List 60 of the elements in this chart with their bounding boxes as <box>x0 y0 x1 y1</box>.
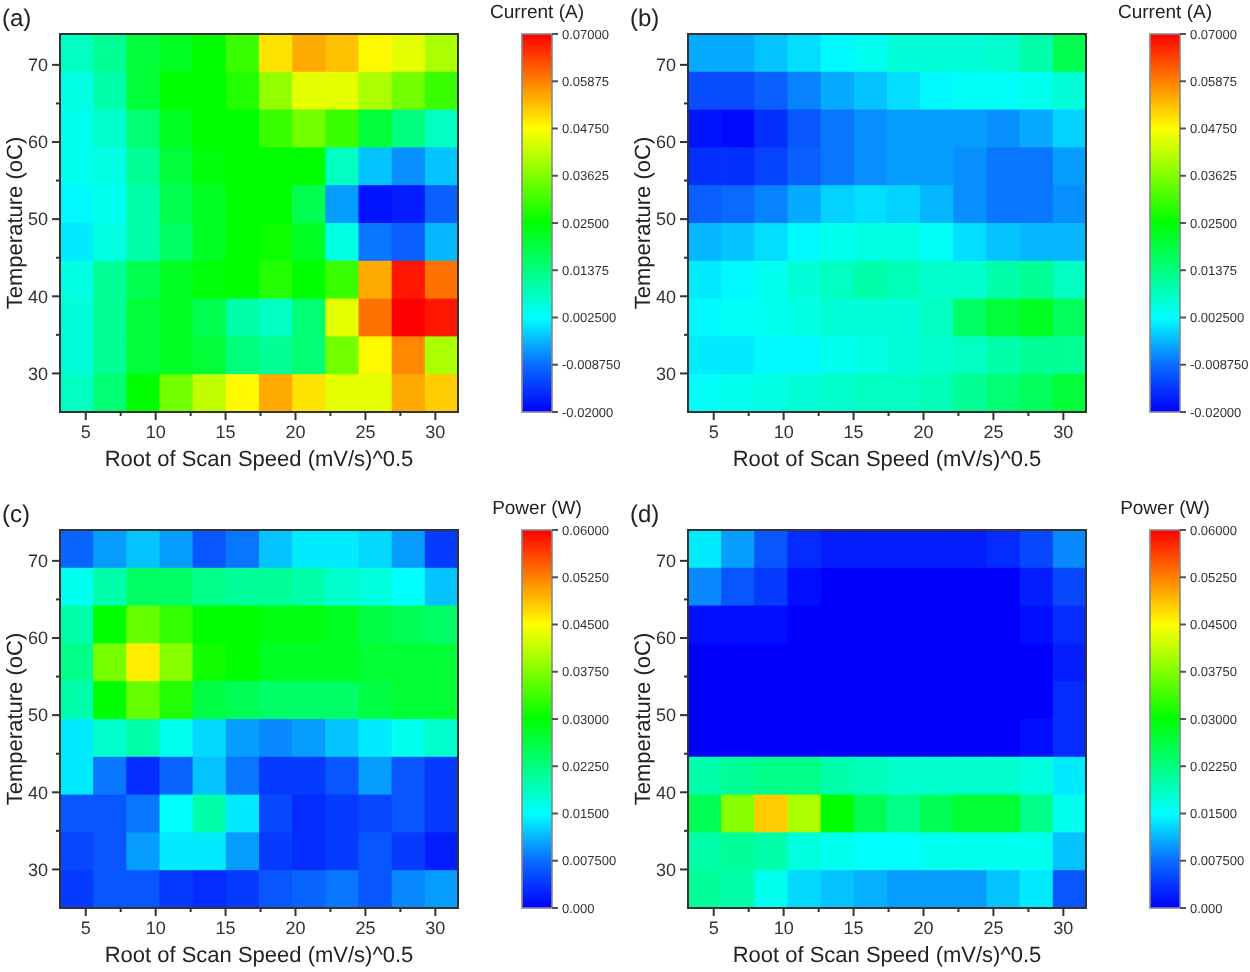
x-axis-title: Root of Scan Speed (mV/s)^0.5 <box>732 448 1042 472</box>
x-tick-label: 10 <box>773 422 794 442</box>
color-bar-title: Power (W) <box>1120 498 1210 520</box>
x-tick-label: 20 <box>285 918 306 938</box>
y-axis-title: Temperature (oC) <box>4 136 28 310</box>
x-tick-label: 10 <box>145 918 166 938</box>
y-tick-label: 60 <box>27 628 48 649</box>
y-tick-label: 60 <box>27 132 48 153</box>
x-tick-label: 25 <box>983 918 1004 938</box>
y-tick-label: 50 <box>655 705 676 726</box>
y-tick-label: 40 <box>27 286 48 307</box>
x-tick-label: 20 <box>913 422 934 442</box>
x-axis-title: Root of Scan Speed (mV/s)^0.5 <box>104 448 414 472</box>
x-tick-label: 30 <box>1053 918 1074 938</box>
y-tick-label: 50 <box>27 209 48 230</box>
chart-title: (d) <box>630 500 660 528</box>
y-tick-label: 30 <box>655 859 676 880</box>
x-tick-label: 15 <box>843 422 864 442</box>
x-axis-title: Root of Scan Speed (mV/s)^0.5 <box>104 944 414 968</box>
y-axis-title: Temperature (oC) <box>632 136 656 310</box>
y-tick-label: 70 <box>655 55 676 76</box>
x-tick-label: 15 <box>215 422 236 442</box>
y-tick-label: 70 <box>655 551 676 572</box>
y-tick-label: 30 <box>655 363 676 384</box>
y-tick-label: 50 <box>27 705 48 726</box>
y-tick-label: 70 <box>27 551 48 572</box>
x-tick-label: 20 <box>913 918 934 938</box>
y-tick-label: 40 <box>27 782 48 803</box>
x-tick-label: 10 <box>145 422 166 442</box>
x-tick-label: 25 <box>355 422 376 442</box>
y-axis-title: Temperature (oC) <box>632 632 656 806</box>
y-tick-label: 30 <box>27 859 48 880</box>
color-bar-title: Power (W) <box>492 498 582 520</box>
y-tick-label: 30 <box>27 363 48 384</box>
x-tick-label: 5 <box>708 422 719 442</box>
x-tick-label: 5 <box>80 422 91 442</box>
y-tick-label: 70 <box>27 55 48 76</box>
x-tick-label: 15 <box>215 918 236 938</box>
x-tick-label: 5 <box>708 918 719 938</box>
x-tick-label: 5 <box>80 918 91 938</box>
chart-title: (a) <box>2 4 32 32</box>
x-tick-label: 25 <box>983 422 1004 442</box>
color-bar-title: Current (A) <box>1118 2 1212 24</box>
color-bar-title: Current (A) <box>490 2 584 24</box>
y-tick-label: 40 <box>655 782 676 803</box>
chart-title: (c) <box>2 500 30 528</box>
x-tick-label: 10 <box>773 918 794 938</box>
x-tick-label: 15 <box>843 918 864 938</box>
x-axis-title: Root of Scan Speed (mV/s)^0.5 <box>732 944 1042 968</box>
x-tick-label: 30 <box>425 918 446 938</box>
y-tick-label: 60 <box>655 628 676 649</box>
x-tick-label: 30 <box>425 422 446 442</box>
y-tick-label: 60 <box>655 132 676 153</box>
chart-title: (b) <box>630 4 660 32</box>
y-tick-label: 50 <box>655 209 676 230</box>
y-tick-label: 40 <box>655 286 676 307</box>
y-axis-title: Temperature (oC) <box>4 632 28 806</box>
x-tick-label: 20 <box>285 422 306 442</box>
x-tick-label: 30 <box>1053 422 1074 442</box>
x-tick-label: 25 <box>355 918 376 938</box>
